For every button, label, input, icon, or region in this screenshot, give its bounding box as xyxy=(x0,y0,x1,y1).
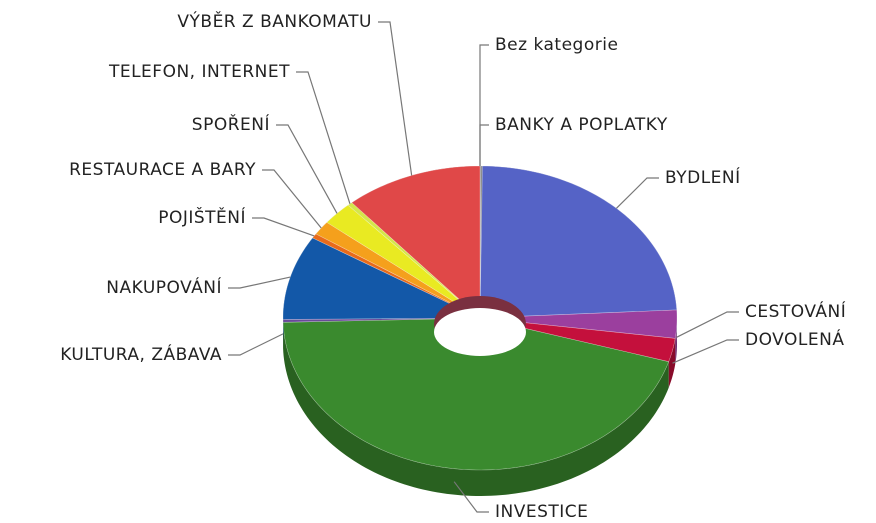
slice-label: POJIŠTĚNÍ xyxy=(158,206,246,228)
slice-label: INVESTICE xyxy=(495,502,588,522)
leader-line xyxy=(453,481,489,513)
slice-label: CESTOVÁNÍ xyxy=(745,300,846,322)
slice xyxy=(326,204,481,319)
slice xyxy=(315,222,481,319)
slice-label: TELEFON, INTERNET xyxy=(108,62,290,82)
leader-line xyxy=(228,333,284,356)
slice xyxy=(282,317,670,471)
leader-line xyxy=(672,339,739,364)
leader-line xyxy=(616,177,659,209)
slice-side xyxy=(283,322,669,496)
leader-line xyxy=(479,44,489,166)
slice xyxy=(479,309,678,339)
leader-line xyxy=(378,21,413,176)
slice-label: NAKUPOVÁNÍ xyxy=(106,276,222,298)
leader-line xyxy=(479,124,489,166)
slice-label: BYDLENÍ xyxy=(665,166,741,188)
leader-line xyxy=(276,124,338,214)
slice-label: DOVOLENÁ xyxy=(745,328,844,350)
hole xyxy=(434,308,526,356)
leader-line xyxy=(252,217,315,237)
slice xyxy=(479,317,676,363)
slice xyxy=(351,165,481,319)
slice xyxy=(282,317,481,323)
slice-label: VÝBĚR Z BANKOMATU xyxy=(177,10,372,32)
leader-line xyxy=(296,71,351,205)
slice-label: SPOŘENÍ xyxy=(192,113,270,135)
leader-line xyxy=(262,169,322,229)
slice-side xyxy=(668,338,676,388)
slice-label: RESTAURACE A BARY xyxy=(69,160,256,180)
leader-line xyxy=(676,311,739,338)
slice-side xyxy=(675,309,677,365)
slice xyxy=(479,165,678,319)
leader-line xyxy=(228,276,291,289)
slice-label: BANKY A POPLATKY xyxy=(495,115,668,135)
slice-label: Bez kategorie xyxy=(495,35,618,55)
slice-label: KULTURA, ZÁBAVA xyxy=(60,343,222,365)
slice xyxy=(282,237,481,320)
